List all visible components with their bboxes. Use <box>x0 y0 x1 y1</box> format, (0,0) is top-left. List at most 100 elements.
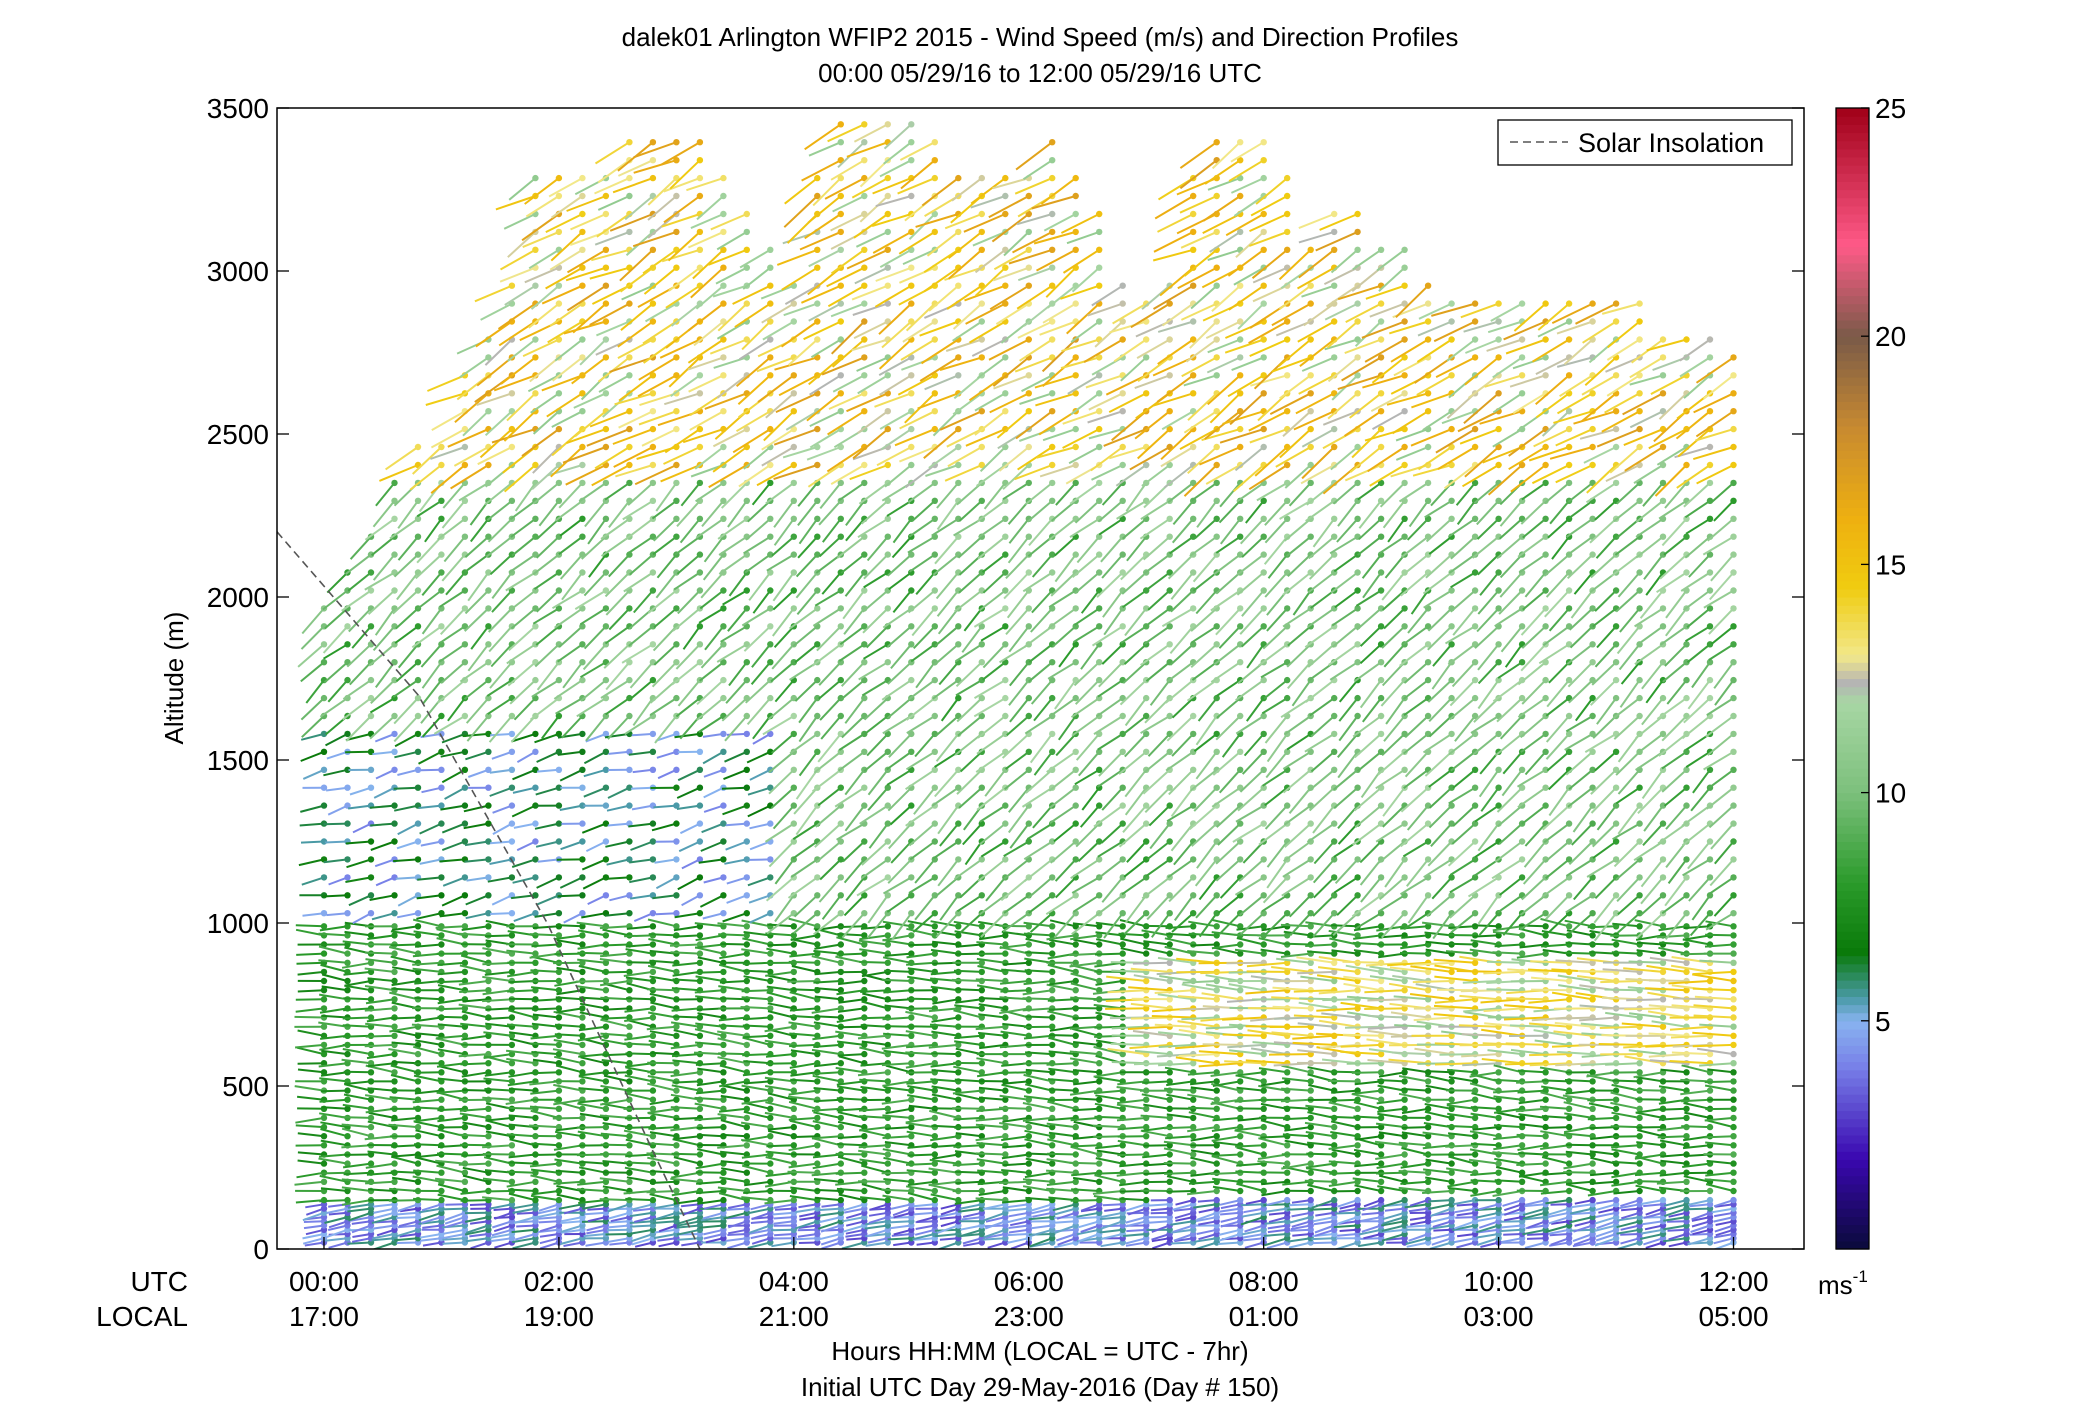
wind-barb-point <box>955 354 962 361</box>
wind-barb-shaft <box>702 1211 724 1220</box>
wind-barb-point <box>673 730 680 738</box>
wind-barb-shaft <box>419 1237 442 1242</box>
wind-barb-shaft <box>529 952 560 959</box>
wind-barb-shaft <box>324 1237 348 1242</box>
wind-barb-shaft <box>772 1211 794 1216</box>
wind-barb-shaft <box>505 571 536 592</box>
wind-barb-shaft <box>670 951 700 955</box>
wind-barb-shaft <box>460 1022 489 1028</box>
wind-barb-shaft <box>390 1170 419 1174</box>
wind-barb-shaft <box>437 518 466 541</box>
wind-barb-shaft <box>647 1061 677 1065</box>
wind-barb-point <box>1049 987 1056 994</box>
wind-barb-point <box>931 1087 938 1094</box>
wind-barb-point <box>931 174 938 182</box>
wind-barb-point <box>743 246 750 253</box>
wind-barb-point <box>1025 1187 1033 1195</box>
wind-barb-shaft <box>669 159 701 190</box>
wind-barb-shaft <box>551 195 583 219</box>
wind-barb-point <box>931 479 938 487</box>
wind-barb-point <box>790 802 797 809</box>
wind-barb-shaft <box>600 1032 630 1037</box>
wind-barb-point <box>485 856 492 863</box>
wind-barb-point <box>814 246 821 253</box>
wind-barb-shaft <box>681 894 701 907</box>
wind-barb-shaft <box>648 1011 677 1019</box>
wind-barb-shaft <box>719 1150 747 1156</box>
wind-barb-shaft <box>857 374 889 395</box>
wind-barb-point <box>414 748 422 755</box>
wind-barb-point <box>391 910 398 917</box>
wind-barb-shaft <box>742 266 771 290</box>
wind-barb-point <box>696 623 704 630</box>
wind-barb-point <box>602 623 610 630</box>
wind-barb-point <box>884 605 891 612</box>
wind-barb-shaft <box>631 732 653 737</box>
wind-barb-shaft <box>576 697 607 718</box>
wind-barb-shaft <box>671 1190 701 1197</box>
wind-barb-shaft <box>586 1224 607 1232</box>
wind-barb-shaft <box>839 625 865 646</box>
wind-barb-point <box>579 892 586 899</box>
wind-barb-point <box>626 443 633 451</box>
wind-barb-shaft <box>998 446 1030 472</box>
wind-barb-shaft <box>687 302 725 332</box>
wind-barb-shaft <box>393 715 419 743</box>
wind-barb-point <box>579 192 586 200</box>
wind-barb-point <box>485 977 492 985</box>
wind-barb-shaft <box>344 984 372 992</box>
wind-barb-shaft <box>690 213 724 230</box>
wind-barb-shaft <box>672 1138 701 1147</box>
wind-barb-point <box>649 1032 657 1040</box>
wind-barb-point <box>532 1060 539 1067</box>
wind-barb-shaft <box>660 464 701 483</box>
wind-barb-shaft <box>485 1007 512 1011</box>
wind-barb-shaft <box>664 428 701 454</box>
wind-barb-shaft <box>396 1241 419 1244</box>
wind-barb-point <box>790 318 797 325</box>
wind-barb-shaft <box>605 840 630 848</box>
wind-barb-point <box>579 1005 586 1012</box>
wind-barb-shaft <box>538 1220 559 1224</box>
wind-barb-shaft <box>319 925 348 932</box>
wind-barb-point <box>767 623 774 630</box>
wind-barb-shaft <box>698 607 724 624</box>
wind-barb-point <box>790 941 797 948</box>
wind-barb-shaft <box>514 1233 536 1241</box>
wind-barb-shaft <box>321 1049 348 1056</box>
wind-barb-point <box>720 1078 727 1085</box>
wind-barb-point <box>861 748 868 755</box>
wind-barb-shaft <box>771 535 795 557</box>
wind-barb-point <box>555 1069 563 1076</box>
wind-barb-shaft <box>534 822 560 830</box>
wind-barb-shaft <box>415 1032 442 1037</box>
wind-barb-shaft <box>623 571 654 593</box>
wind-barb-shaft <box>421 1216 442 1224</box>
wind-barb-shaft <box>320 1128 348 1138</box>
wind-barb-point <box>485 838 492 845</box>
wind-barb-point <box>720 1169 727 1176</box>
wind-barb-shaft <box>437 961 465 966</box>
wind-barb-point <box>485 1133 492 1140</box>
wind-barb-shaft <box>580 679 607 702</box>
wind-barb-point <box>508 390 516 397</box>
wind-barb-shaft <box>456 374 490 401</box>
wind-barb-point <box>555 1087 563 1094</box>
wind-barb-shaft <box>625 997 653 1001</box>
wind-barb-shaft <box>322 625 349 654</box>
wind-barb-shaft <box>783 302 818 317</box>
wind-barb-point <box>555 910 563 917</box>
wind-barb-point <box>673 354 680 361</box>
wind-barb-shaft <box>342 697 372 721</box>
wind-barb-shaft <box>524 177 560 205</box>
wind-barb-shaft <box>503 464 537 493</box>
wind-barb-point <box>508 497 516 504</box>
wind-barb-shaft <box>905 302 936 332</box>
wind-barb-shaft <box>857 410 889 434</box>
wind-barb-point <box>1025 605 1033 612</box>
wind-barb-shaft <box>536 876 560 889</box>
wind-barb-shaft <box>608 607 631 631</box>
wind-barb-point <box>743 605 750 612</box>
wind-barb-shaft <box>482 1096 512 1101</box>
wind-barb-point <box>414 838 422 845</box>
